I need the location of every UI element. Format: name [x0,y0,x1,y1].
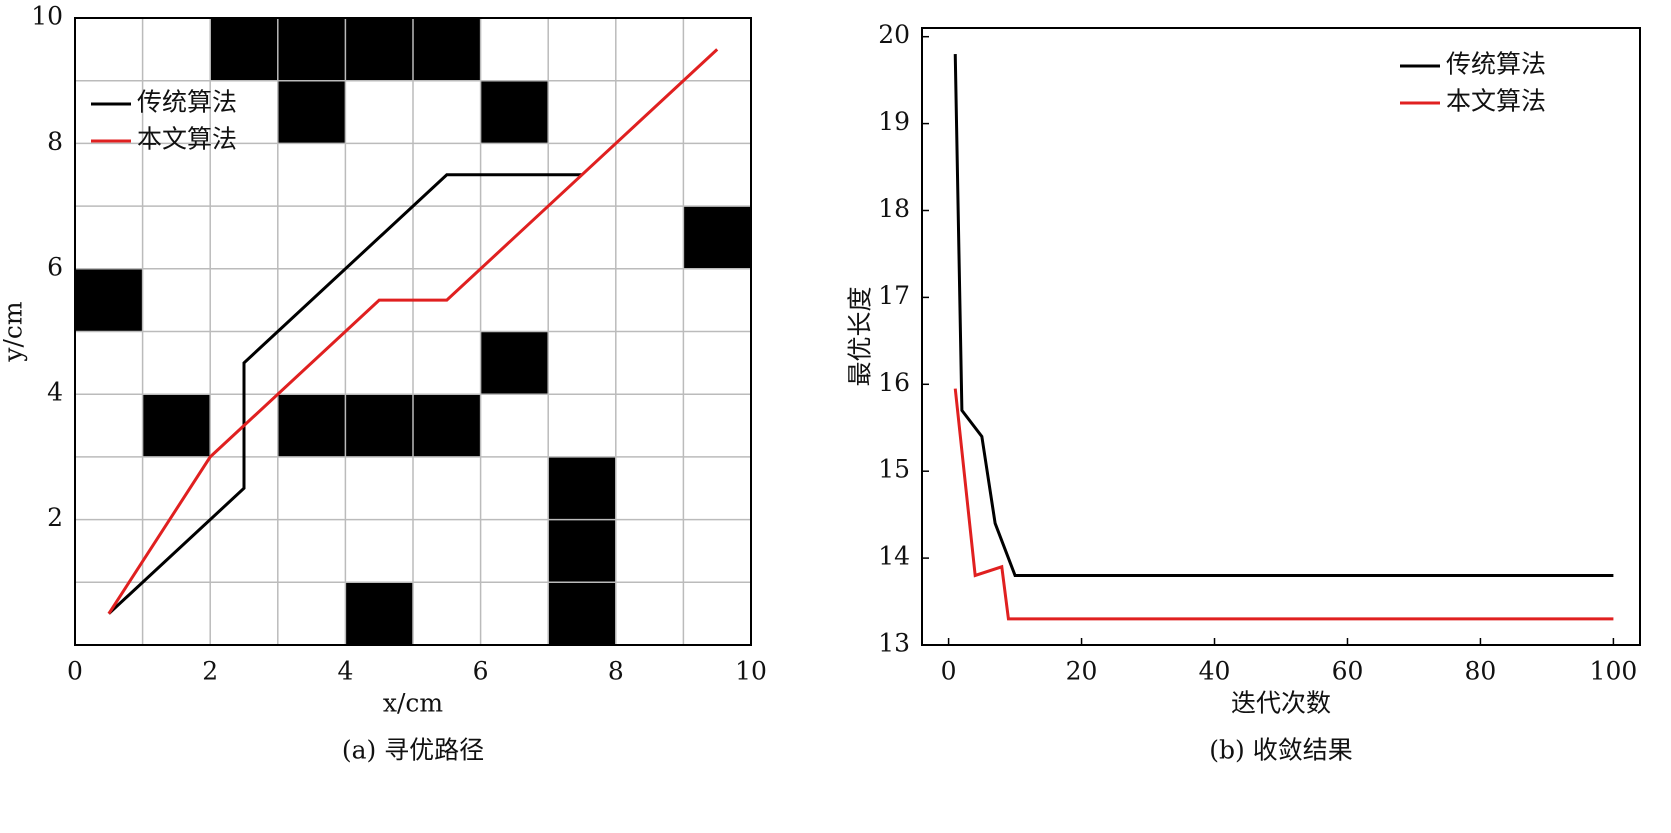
series-line [107,48,719,615]
x-tick-label: 0 [941,657,957,686]
obstacle [345,394,413,457]
y-tick-label: 16 [878,368,910,397]
obstacle [277,18,346,81]
x-tick-label: 20 [1066,657,1098,686]
y-axis-label: y/cm [0,301,28,363]
obstacle [277,394,346,457]
y-tick-label: 14 [878,542,910,571]
y-tick-label: 15 [878,455,910,484]
plot-frame [74,17,752,646]
x-tick-label: 60 [1332,657,1364,686]
y-axis-label: 最优长度 [846,286,875,386]
x-axis-label: 迭代次数 [1231,689,1331,718]
caption: (b) 收敛结果 [1209,736,1352,765]
obstacle [548,519,616,583]
x-tick-label: 100 [1590,657,1638,686]
obstacle [548,582,616,645]
y-tick-label: 13 [878,629,910,658]
obstacle [210,18,278,81]
obstacle [548,456,616,520]
x-tick-label: 10 [735,657,767,686]
obstacle [413,18,481,81]
x-tick-label: 0 [67,657,83,686]
y-tick-label: 6 [47,252,63,281]
plot-frame [921,27,1641,646]
x-tick-label: 2 [202,657,218,686]
x-tick-label: 40 [1199,657,1231,686]
chart: 0 20 40 60 80 100 13 14 15 16 17 18 19 20 迭代次数 最优长度 (b) … [846,20,1641,765]
series-line [107,173,582,615]
obstacle [142,394,211,457]
x-tick-label: 80 [1465,657,1497,686]
y-tick-label: 4 [47,378,63,407]
legend-label: 本文算法 [137,125,237,154]
x-tick-label: 6 [473,657,489,686]
x-tick-label: 8 [608,657,624,686]
series-line [953,388,1614,621]
legend-label: 传统算法 [1446,50,1546,79]
obstacle [75,268,143,332]
obstacle [345,18,413,81]
y-tick-label: 2 [47,503,63,532]
legend-label: 传统算法 [137,88,237,117]
y-tick-label: 10 [31,2,63,31]
obstacle [683,206,751,269]
y-tick-label: 8 [47,127,63,156]
obstacle [413,394,481,457]
legend-label: 本文算法 [1446,87,1546,116]
obstacle [480,331,549,395]
series-line [953,54,1614,577]
y-tick-label: 19 [878,107,910,136]
obstacle [480,80,549,144]
obstacle [345,582,413,645]
y-tick-label: 18 [878,194,910,223]
x-tick-label: 4 [337,657,353,686]
caption: (a) 寻优路径 [342,736,484,765]
y-tick-label: 20 [878,20,910,49]
y-tick-label: 17 [878,281,910,310]
x-axis-label: x/cm [383,689,444,718]
obstacle [277,80,346,144]
